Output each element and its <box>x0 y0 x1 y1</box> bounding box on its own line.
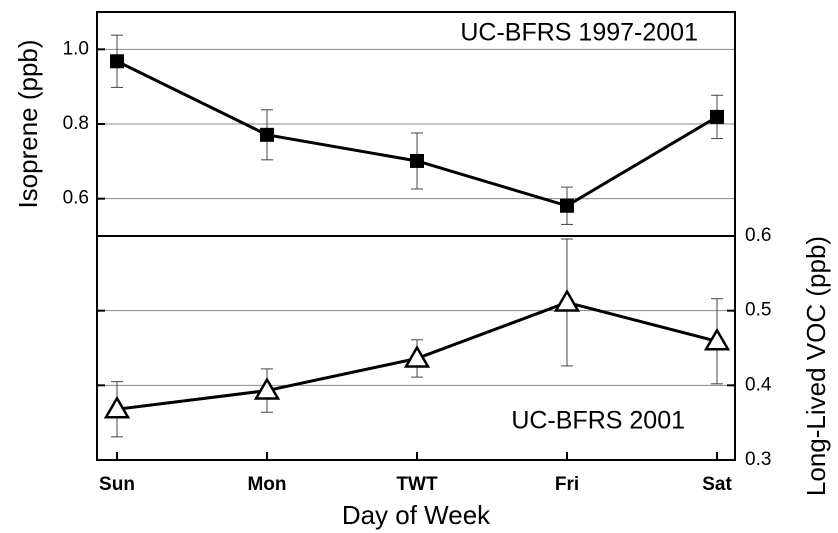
marker <box>703 327 731 351</box>
annotation: UC-BFRS 1997-2001 <box>460 19 698 47</box>
marker <box>403 344 431 368</box>
marker <box>560 198 574 213</box>
marker <box>553 288 581 312</box>
marker <box>260 127 274 142</box>
x-tick-label: Mon <box>247 474 286 495</box>
y-tick-label: 0.8 <box>63 113 89 134</box>
annotation: UC-BFRS 2001 <box>511 407 685 435</box>
y2-axis-label: Long-Lived VOC (ppb) <box>801 236 831 496</box>
x-axis-label: Day of Week <box>342 500 491 530</box>
x-tick-label: Sun <box>99 474 135 495</box>
x-tick-label: Fri <box>555 474 579 495</box>
y2-tick-label: 0.3 <box>745 449 771 470</box>
y2-tick-label: 0.6 <box>745 225 771 246</box>
y2-tick-label: 0.4 <box>745 374 772 395</box>
y-axis-label: Isoprene (ppb) <box>13 39 43 208</box>
y-tick-label: 1.0 <box>63 38 89 59</box>
x-tick-label: TWT <box>396 474 438 495</box>
marker <box>103 395 131 419</box>
marker <box>253 377 281 400</box>
y2-tick-label: 0.5 <box>745 300 771 321</box>
x-tick-label: Sat <box>702 474 732 495</box>
y-tick-label: 0.6 <box>63 188 89 209</box>
marker <box>710 109 724 124</box>
marker <box>110 54 124 69</box>
marker <box>410 153 424 168</box>
